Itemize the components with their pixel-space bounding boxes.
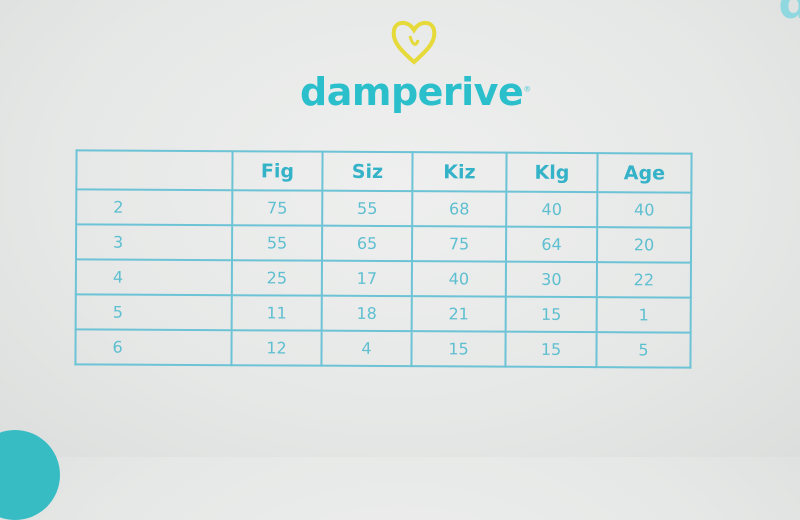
table-cell: 75	[232, 190, 322, 225]
row-label: 2	[76, 189, 232, 225]
table-cell: 15	[411, 331, 505, 366]
table-cell: 65	[322, 226, 412, 261]
table-cell: 55	[322, 191, 412, 226]
header-fig: Fig	[232, 151, 322, 190]
table-cell: 5	[596, 332, 690, 367]
table-cell: 25	[232, 260, 322, 295]
header-klg: Klg	[506, 153, 597, 192]
row-label: 4	[76, 259, 232, 295]
brand-text: damperive	[300, 70, 523, 114]
partial-background-lettering: ɑ	[779, 0, 800, 29]
table-cell: 20	[597, 227, 691, 262]
table-cell: 21	[412, 296, 506, 331]
table-cell: 64	[506, 227, 597, 262]
table-cell: 11	[232, 295, 322, 330]
header-kiz: Kiz	[412, 152, 506, 191]
trademark: ®	[523, 84, 531, 93]
table-cell: 75	[412, 226, 506, 261]
header-blank	[76, 150, 232, 190]
table-cell: 15	[506, 297, 597, 332]
table-cell: 4	[321, 331, 411, 366]
table-cell: 55	[232, 225, 322, 260]
table-cell: 12	[231, 330, 321, 365]
table-cell: 68	[412, 191, 506, 226]
header-siz: Siz	[322, 152, 412, 191]
table-cell: 17	[322, 261, 412, 296]
table-cell: 40	[597, 192, 691, 227]
header-age: Age	[597, 153, 691, 192]
table-cell: 18	[322, 296, 412, 331]
header-row: Fig Siz Kiz Klg Age	[76, 150, 691, 192]
table-cell: 30	[506, 262, 597, 297]
brand-logo: damperive®	[300, 18, 530, 118]
table-cell: 22	[597, 262, 691, 297]
table-cell: 1	[597, 297, 691, 332]
table-cell: 15	[505, 332, 596, 367]
row-label: 3	[76, 224, 232, 260]
row-label: 5	[76, 294, 232, 330]
decorative-circle	[0, 430, 60, 520]
table-cell: 40	[412, 261, 506, 296]
row-label: 6	[75, 329, 231, 365]
heart-icon	[388, 18, 440, 66]
table-cell: 40	[506, 192, 597, 227]
brand-name: damperive®	[300, 70, 530, 114]
